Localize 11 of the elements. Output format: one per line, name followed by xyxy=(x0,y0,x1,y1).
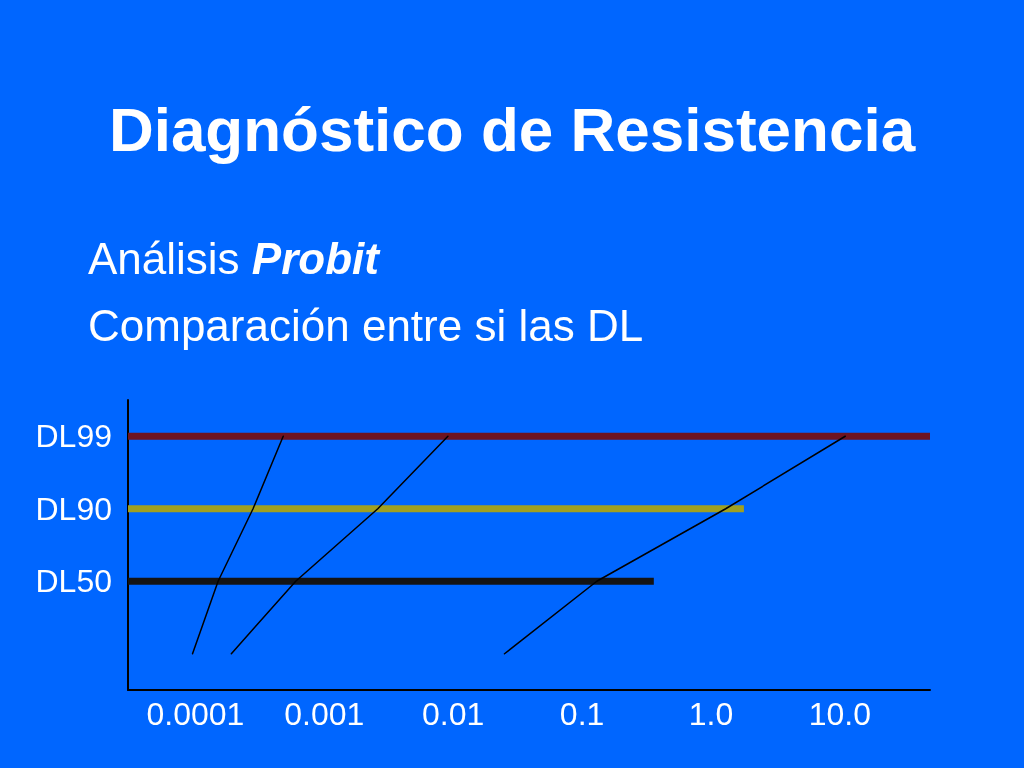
x-tick-label: 0.0001 xyxy=(146,696,245,732)
y-tick-label: DL50 xyxy=(35,563,112,600)
x-tick-label: 1.0 xyxy=(688,696,734,732)
x-tick-label: 0.001 xyxy=(284,696,365,732)
x-tick-label: 0.1 xyxy=(559,696,605,732)
y-tick-label: DL99 xyxy=(35,418,112,455)
x-tick-label: 10.0 xyxy=(808,696,872,732)
chart-subtitle: Análisis Probit Comparación entre si las DL xyxy=(88,234,644,352)
x-tick-label: 0.01 xyxy=(422,696,485,732)
y-tick-label: DL90 xyxy=(35,490,112,527)
chart-title: Diagnóstico de Resistencia xyxy=(107,94,917,166)
